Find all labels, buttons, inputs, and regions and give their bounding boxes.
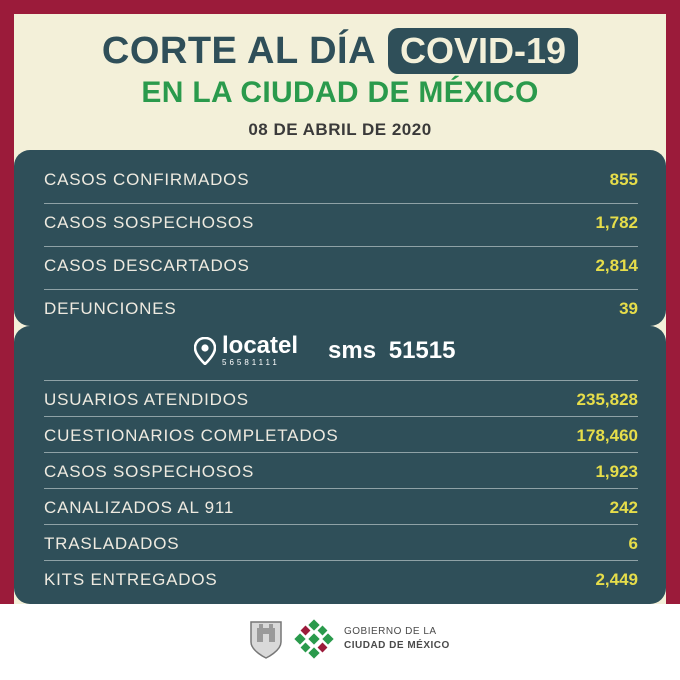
page-title: CORTE AL DÍA	[101, 29, 377, 72]
stat-row: CASOS CONFIRMADOS 855	[44, 170, 638, 190]
cdmx-logo-icon	[294, 619, 334, 659]
page-subtitle: EN LA CIUDAD DE MÉXICO	[141, 76, 539, 109]
stat-value: 235,828	[576, 390, 638, 409]
divider	[44, 416, 638, 417]
divider	[44, 289, 638, 290]
stat-row: CASOS DESCARTADOS 2,814	[44, 256, 638, 276]
stat-value: 1,923	[595, 462, 638, 481]
cases-panel: CASOS CONFIRMADOS 855 CASOS SOSPECHOSOS …	[14, 150, 666, 326]
stat-row: CASOS SOSPECHOSOS 1,923	[44, 462, 638, 482]
stat-label: CASOS CONFIRMADOS	[44, 170, 250, 189]
stat-value: 2,449	[595, 570, 638, 589]
stat-row: CASOS SOSPECHOSOS 1,782	[44, 213, 638, 233]
government-name: GOBIERNO DE LA CIUDAD DE MÉXICO	[344, 625, 450, 653]
stat-label: CASOS DESCARTADOS	[44, 256, 250, 275]
divider	[44, 488, 638, 489]
stat-row: CUESTIONARIOS COMPLETADOS 178,460	[44, 426, 638, 446]
stat-label: DEFUNCIONES	[44, 299, 177, 318]
infographic-card: CORTE AL DÍA COVID-19 EN LA CIUDAD DE MÉ…	[14, 14, 666, 604]
stat-label: CASOS SOSPECHOSOS	[44, 462, 255, 481]
stat-value: 39	[619, 299, 638, 318]
covid-badge: COVID-19	[388, 28, 579, 74]
government-line2: CIUDAD DE MÉXICO	[344, 640, 450, 651]
stat-value: 178,460	[576, 426, 638, 445]
divider	[44, 524, 638, 525]
locatel-panel: locatel 56581111 sms 51515 USUARIOS ATEN…	[14, 326, 666, 604]
stat-value: 855	[609, 170, 638, 189]
stat-row: KITS ENTREGADOS 2,449	[44, 570, 638, 590]
stat-label: USUARIOS ATENDIDOS	[44, 390, 249, 409]
stat-label: CASOS SOSPECHOSOS	[44, 213, 255, 232]
sms-number: sms 51515	[328, 336, 456, 364]
stat-row: USUARIOS ATENDIDOS 235,828	[44, 390, 638, 410]
divider	[44, 380, 638, 381]
locatel-phone: 56581111	[222, 358, 280, 367]
divider	[44, 203, 638, 204]
divider	[44, 246, 638, 247]
title-row: CORTE AL DÍA COVID-19	[14, 28, 666, 74]
header: CORTE AL DÍA COVID-19 EN LA CIUDAD DE MÉ…	[14, 28, 666, 140]
stat-value: 1,782	[595, 213, 638, 232]
government-line1: GOBIERNO DE LA	[344, 626, 437, 637]
stat-value: 2,814	[595, 256, 638, 275]
stat-row: CANALIZADOS AL 911 242	[44, 498, 638, 518]
stat-label: KITS ENTREGADOS	[44, 570, 218, 589]
divider	[44, 560, 638, 561]
stat-label: CANALIZADOS AL 911	[44, 498, 235, 517]
locatel-logo: locatel 56581111	[194, 334, 298, 367]
footer-logos: GOBIERNO DE LA CIUDAD DE MÉXICO	[248, 618, 450, 660]
divider	[44, 452, 638, 453]
stat-row: TRASLADADOS 6	[44, 534, 638, 554]
stat-label: CUESTIONARIOS COMPLETADOS	[44, 426, 339, 445]
report-date: 08 DE ABRIL DE 2020	[248, 120, 432, 139]
location-pin-icon	[194, 336, 216, 365]
footer: GOBIERNO DE LA CIUDAD DE MÉXICO	[0, 604, 680, 680]
locatel-name: locatel	[222, 332, 299, 359]
coat-of-arms-icon	[250, 621, 282, 659]
stat-label: TRASLADADOS	[44, 534, 180, 553]
stat-value: 242	[609, 498, 638, 517]
stat-value: 6	[628, 534, 638, 553]
stat-row: DEFUNCIONES 39	[44, 299, 638, 319]
locatel-header: locatel 56581111 sms 51515	[194, 334, 455, 367]
